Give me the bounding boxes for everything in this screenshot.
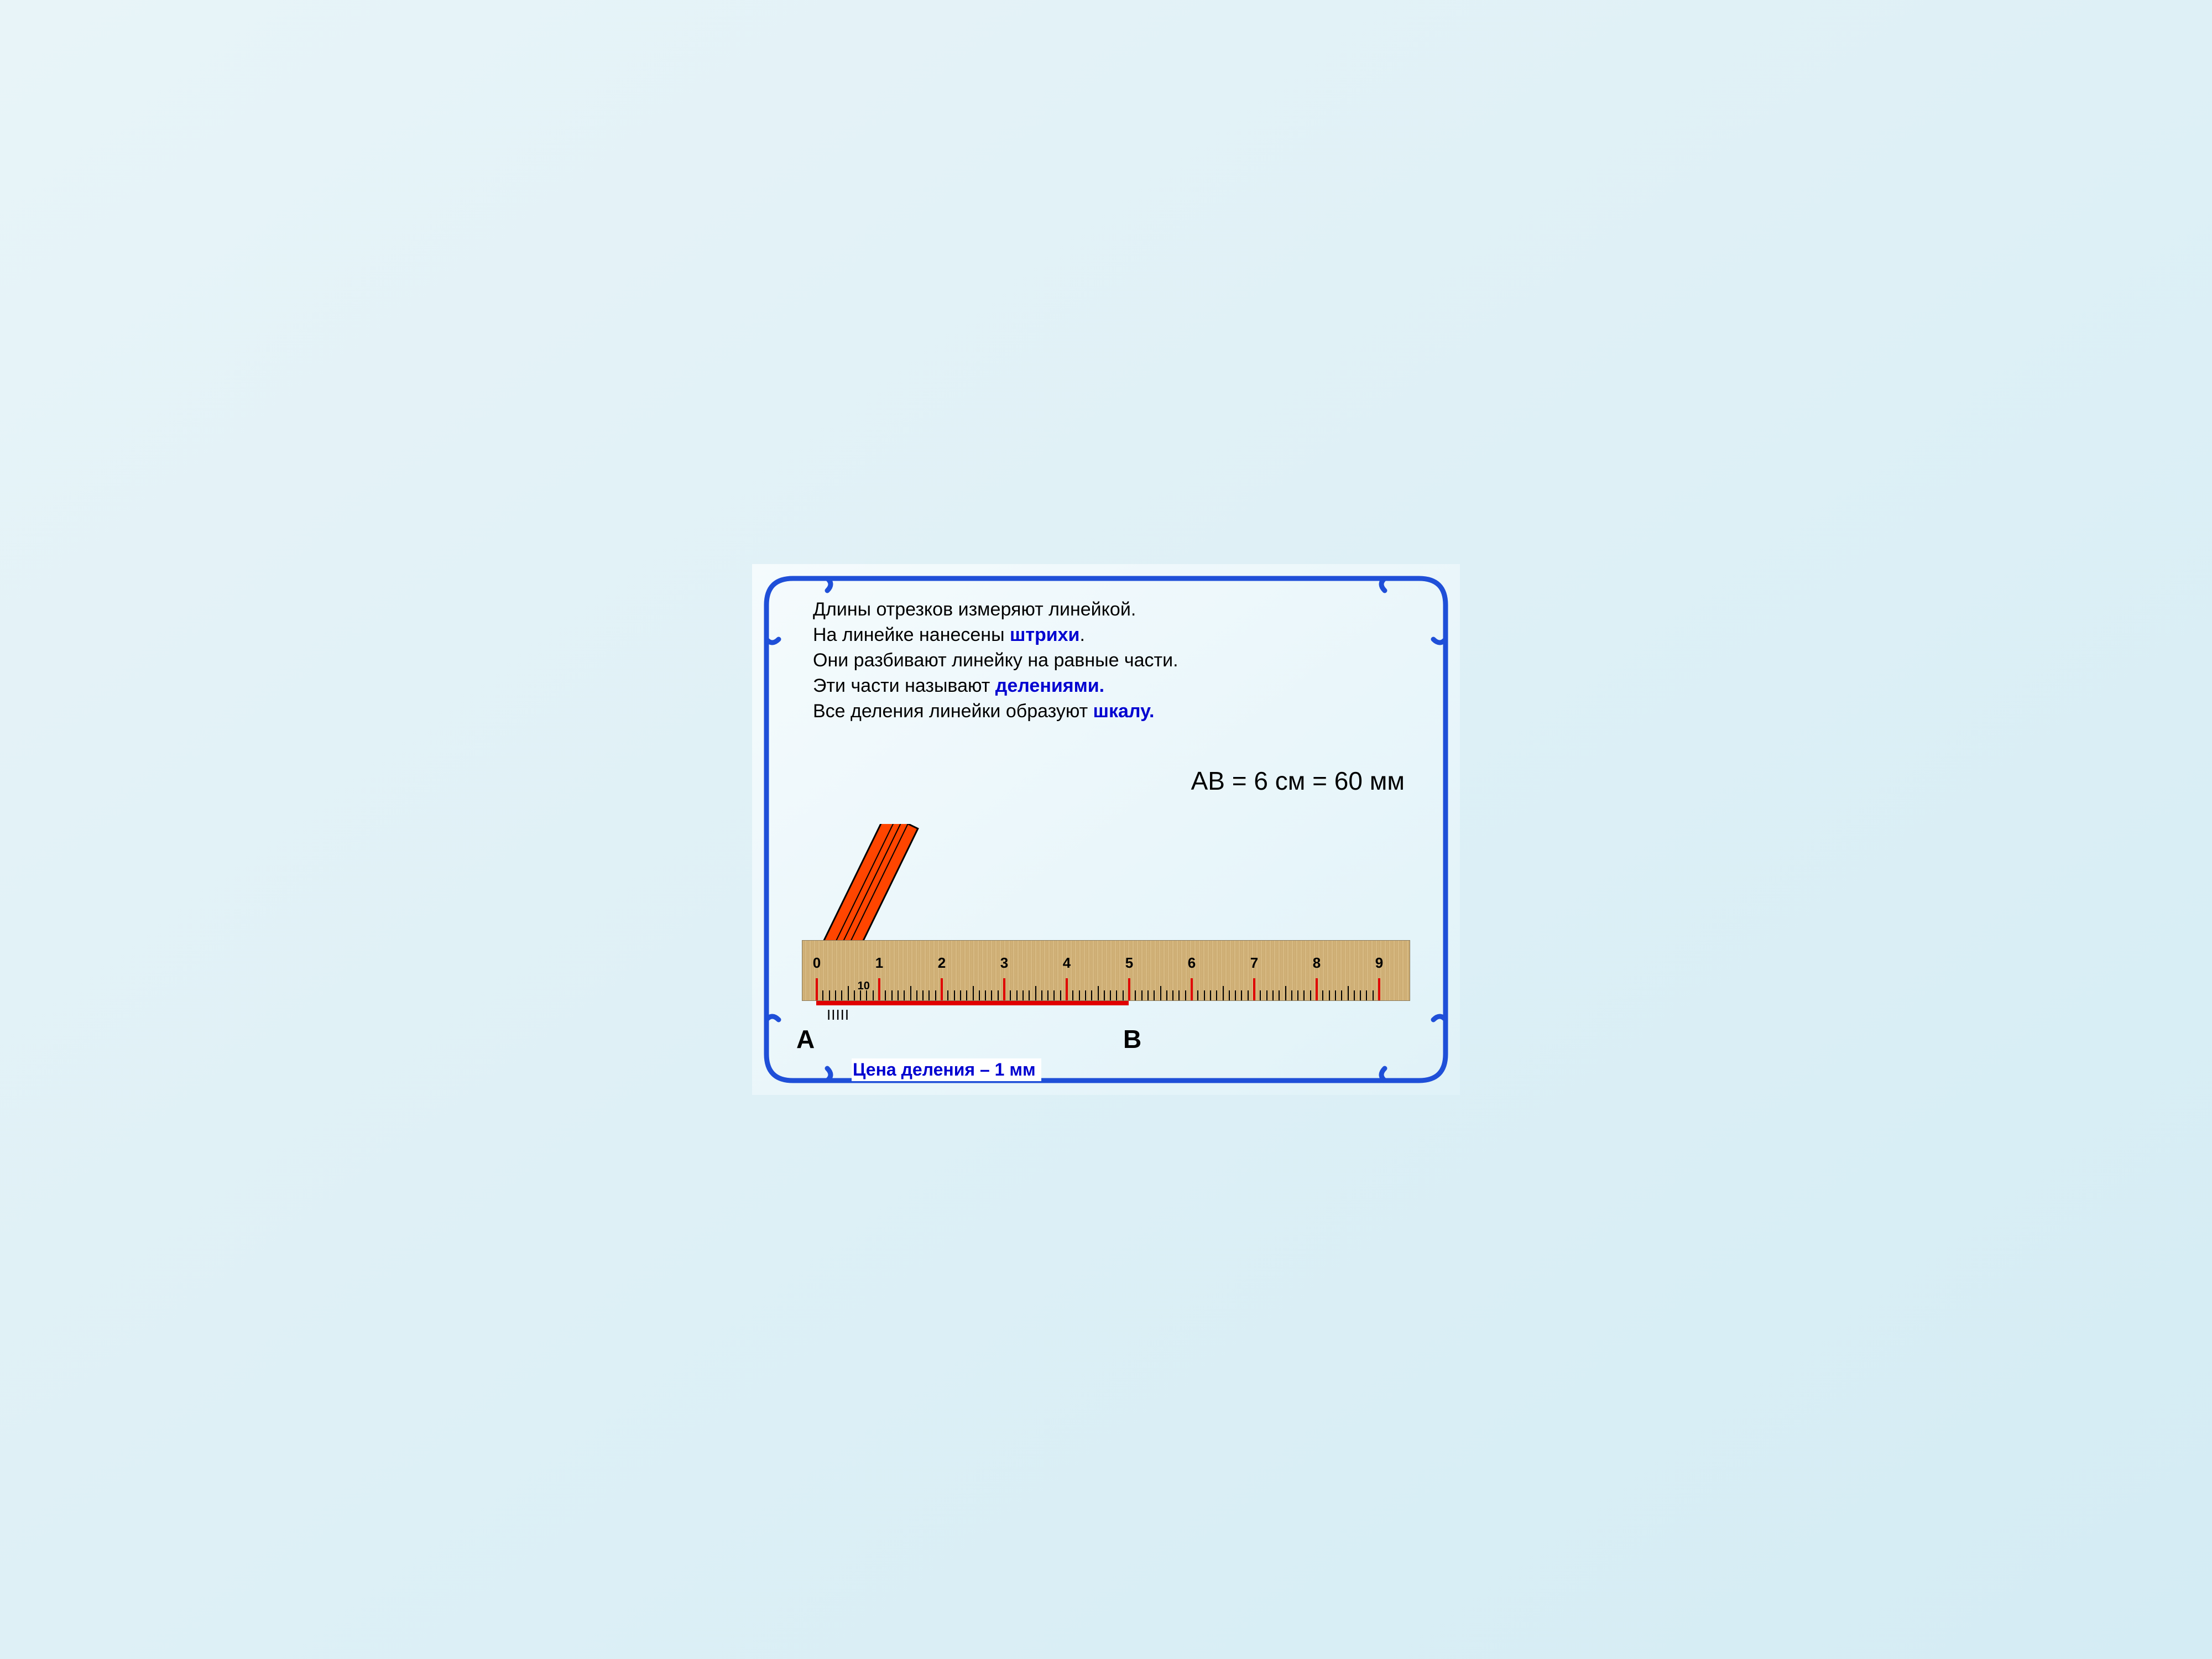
ruler-number: 7 [1250, 954, 1258, 972]
point-b-label: В [1123, 1024, 1141, 1054]
point-a-label: А [796, 1024, 815, 1054]
explanation-text: Длины отрезков измеряют линейкой.На лине… [813, 597, 1178, 724]
extra-ticks: IIIII [827, 1006, 849, 1024]
slide: Длины отрезков измеряют линейкой.На лине… [752, 564, 1460, 1095]
ruler-number: 5 [1125, 954, 1133, 972]
ruler-ten-label: 10 [858, 980, 870, 993]
ruler-number: 6 [1188, 954, 1196, 972]
ruler-number: 0 [813, 954, 821, 972]
ruler-number: 3 [1000, 954, 1008, 972]
division-price: Цена деления – 1 мм [852, 1058, 1041, 1081]
segment-ab [816, 1001, 1129, 1005]
equation-ab: АВ = 6 см = 60 мм [1191, 766, 1405, 796]
ruler-number: 4 [1063, 954, 1071, 972]
ruler-number: 8 [1313, 954, 1321, 972]
ruler-number: 2 [938, 954, 946, 972]
ruler: 0 1 2 3 4 5 6 7 8 9 10 [802, 940, 1410, 1001]
ruler-number: 9 [1375, 954, 1383, 972]
ruler-number: 1 [875, 954, 883, 972]
